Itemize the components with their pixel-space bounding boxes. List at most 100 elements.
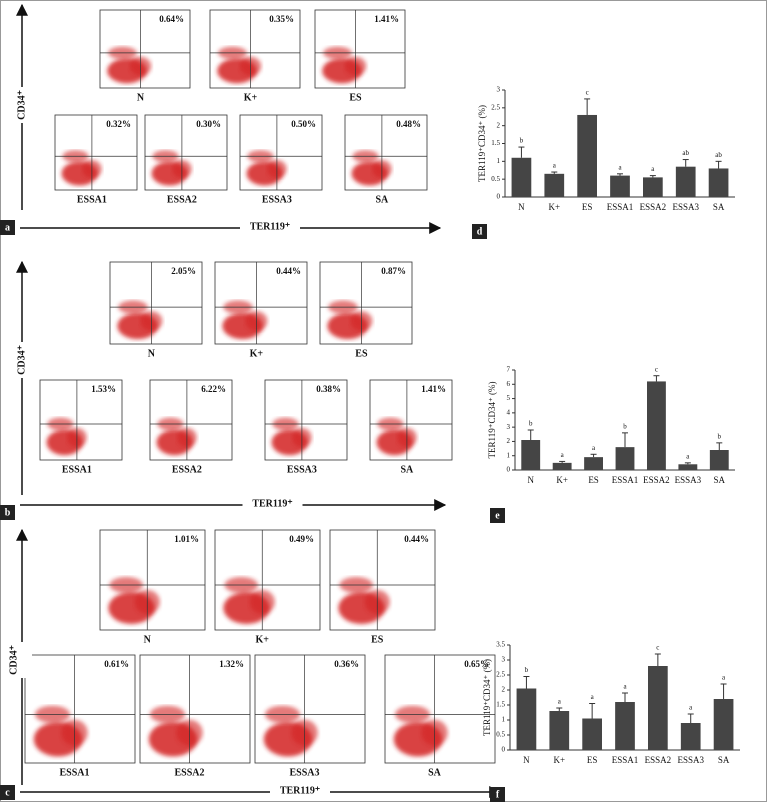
plot-percent: 0.61% (104, 659, 129, 669)
error-bar (617, 173, 623, 176)
label-bg (270, 784, 330, 798)
plot-label: ES (371, 634, 384, 645)
error-bar (551, 171, 558, 174)
error-bar (687, 713, 694, 723)
plot-label: ES (349, 92, 362, 103)
significance-letter: a (561, 451, 565, 459)
plot-percent: 1.01% (174, 534, 199, 544)
label-bg (240, 220, 300, 234)
y-tick-label: 3 (502, 656, 506, 664)
y-tick-label: 1 (497, 157, 501, 165)
y-tick-label: 3 (497, 86, 501, 94)
flow-plot: 0.36% ESSA3 (254, 654, 366, 778)
panel-letter: b (5, 507, 11, 518)
plot-label: ES (355, 348, 368, 359)
x-tick-label: K+ (556, 475, 568, 485)
flow-plot: 0.35% K+ (209, 9, 301, 103)
flow-plot: 0.30% ESSA2 (144, 114, 228, 205)
flow-plot: 0.49% K+ (214, 529, 321, 645)
y-tick-label: 5 (507, 394, 511, 402)
plot-percent: 0.87% (381, 266, 406, 276)
flow-plot: 1.53% ESSA1 (39, 379, 123, 475)
flow-plot: 0.87% ES (319, 261, 413, 359)
plot-label: N (137, 92, 145, 103)
significance-letter: a (623, 683, 627, 691)
bar (675, 166, 696, 197)
significance-letter: b (718, 432, 722, 440)
x-tick-label: ESSA2 (640, 202, 667, 212)
panel-letter: f (496, 789, 500, 800)
x-axis-label: TER119⁺ (280, 785, 320, 796)
significance-letter: c (586, 89, 589, 97)
significance-letter: a (591, 693, 595, 701)
error-bar (682, 159, 689, 167)
bar (577, 114, 597, 197)
x-tick-label: ESSA1 (612, 475, 639, 485)
significance-letter: b (529, 420, 533, 428)
y-tick-label: 2.5 (496, 671, 505, 679)
y-axis-label: TER119⁺CD34⁺ (%) (482, 659, 492, 736)
y-tick-label: 0.5 (491, 175, 500, 183)
significance-letter: a (689, 704, 693, 712)
plot-label: SA (428, 767, 442, 778)
plot-percent: 1.32% (219, 659, 244, 669)
flow-plot: 1.41% SA (369, 379, 453, 475)
significance-letter: ab (682, 149, 689, 157)
flow-plot: 0.61% ESSA1 (24, 654, 136, 778)
plot-label: ESSA1 (62, 464, 92, 475)
error-bar (649, 175, 656, 178)
bar (615, 702, 635, 750)
error-bar (622, 432, 628, 448)
flow-plot: 6.22% ESSA2 (149, 379, 233, 475)
x-tick-label: SA (714, 475, 726, 485)
y-tick-label: 4 (507, 408, 511, 416)
plot-label: N (148, 348, 156, 359)
plot-percent: 0.48% (396, 119, 421, 129)
plot-percent: 1.53% (91, 384, 116, 394)
bar (680, 723, 701, 750)
error-bar (584, 98, 591, 115)
plot-label: ESSA2 (172, 464, 202, 475)
plot-percent: 6.22% (201, 384, 226, 394)
significance-letter: c (656, 644, 659, 652)
significance-letter: c (655, 365, 658, 373)
panel-letter: c (5, 787, 10, 798)
y-axis-label: TER119⁺CD34⁺ (%) (487, 382, 497, 459)
error-bar (559, 460, 566, 463)
y-tick-label: 1 (502, 716, 506, 724)
x-tick-label: ESSA3 (672, 202, 699, 212)
plot-label: K+ (250, 348, 264, 359)
bar (610, 175, 630, 197)
plot-percent: 0.65% (464, 659, 489, 669)
x-tick-label: ES (582, 202, 593, 212)
error-bar (523, 676, 530, 689)
panel-letter-box (0, 785, 15, 800)
significance-letter: b (623, 422, 627, 430)
flow-plot: 1.01% N (99, 529, 206, 645)
x-tick-label: SA (713, 202, 725, 212)
label-bg (12, 642, 32, 678)
y-tick-label: 2 (507, 437, 511, 445)
plot-percent: 0.50% (291, 119, 316, 129)
label-bg (242, 497, 303, 511)
significance-letter: a (558, 698, 562, 706)
y-tick-label: 0 (497, 193, 501, 201)
plot-label: ESSA2 (167, 194, 197, 205)
plot-label: SA (401, 464, 415, 475)
bar (521, 440, 541, 470)
error-bar (589, 703, 596, 719)
plot-percent: 1.41% (374, 14, 399, 24)
panel-letter-box (490, 787, 505, 802)
significance-letter: b (520, 137, 524, 145)
y-tick-label: 3 (507, 423, 511, 431)
x-tick-label: ESSA2 (645, 755, 672, 765)
bar (709, 450, 729, 470)
plot-percent: 0.44% (276, 266, 301, 276)
plot-label: ESSA3 (289, 767, 319, 778)
bar (615, 447, 635, 470)
error-bar (720, 683, 727, 699)
y-tick-label: 2 (497, 121, 501, 129)
plot-percent: 0.30% (196, 119, 221, 129)
bar (544, 173, 565, 197)
